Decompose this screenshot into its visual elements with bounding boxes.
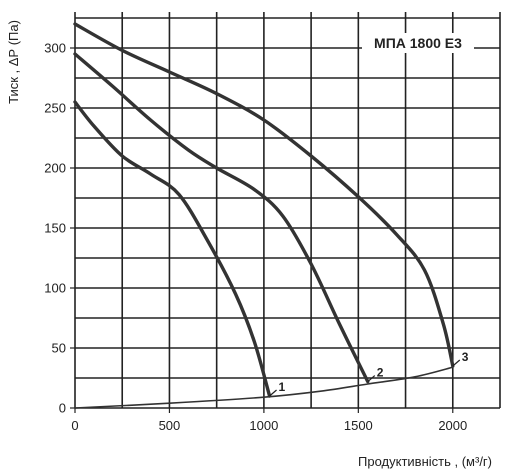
y-tick-label: 50 [52, 341, 66, 356]
x-axis-label: Продуктивність , (м³/г) [358, 454, 492, 469]
curve-label-leader [367, 375, 376, 383]
curve-label-leader [269, 389, 277, 397]
fan-curve-1 [73, 100, 272, 398]
series-group [73, 22, 455, 409]
grid [74, 12, 501, 409]
curve-label-1: 1 [279, 380, 286, 394]
fan-curve-2 [73, 52, 370, 384]
x-tick-label: 0 [71, 418, 78, 433]
y-tick-label: 200 [44, 161, 66, 176]
x-tick-label: 500 [159, 418, 181, 433]
ticks-group: 0 500 1000 1500 2000 0 50 100 150 200 250 300 [44, 41, 467, 434]
curve-label-2: 2 [377, 366, 384, 380]
title-box: МПА 1800 Е3 [362, 33, 474, 53]
y-tick-label: 100 [44, 281, 66, 296]
curve-label-3: 3 [462, 350, 469, 364]
curve-labels-group: 1 2 3 [269, 350, 469, 397]
fan-curve-3 [73, 22, 455, 368]
y-tick-label: 0 [59, 401, 66, 416]
curve-label-leader [452, 359, 461, 367]
x-tick-label: 1000 [249, 418, 278, 433]
y-axis-label: Тиск , ΔР (Па) [6, 20, 21, 104]
chart-title: МПА 1800 Е3 [374, 35, 462, 51]
title-box-bg [362, 33, 474, 53]
system-curve [74, 366, 454, 409]
y-tick-label: 150 [44, 221, 66, 236]
x-tick-label: 2000 [438, 418, 467, 433]
y-tick-label: 300 [44, 41, 66, 56]
y-tick-label: 250 [44, 101, 66, 116]
x-tick-label: 1500 [344, 418, 373, 433]
